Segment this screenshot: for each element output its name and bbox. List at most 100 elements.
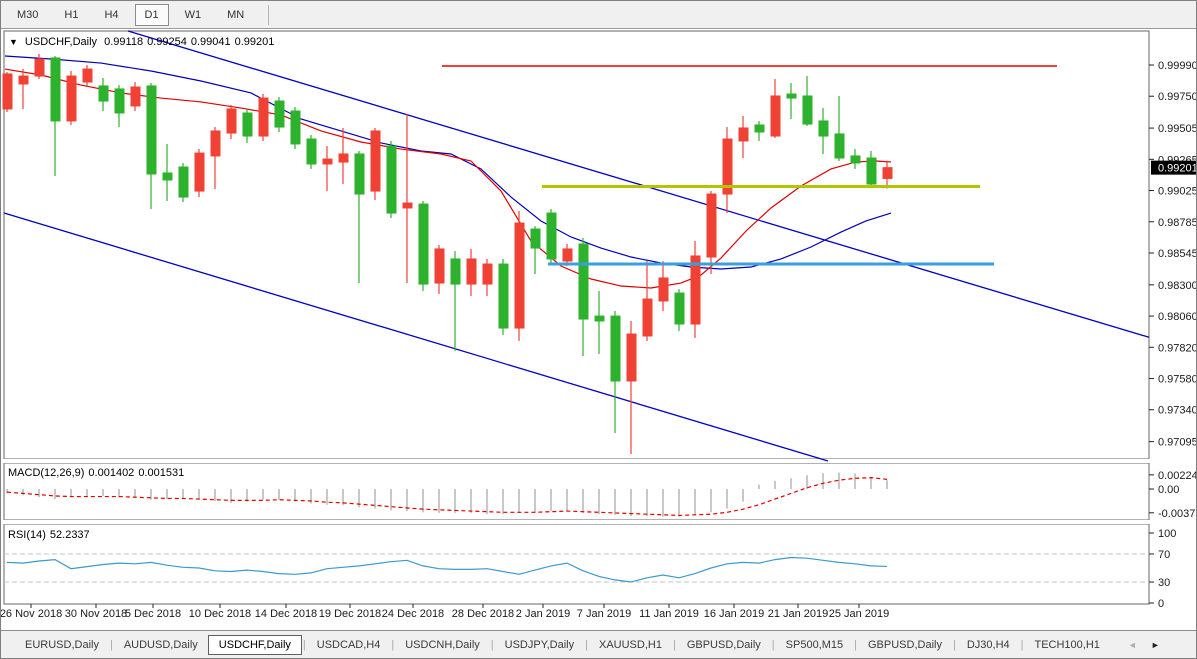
trendline-lower[interactable] [3,212,829,462]
tab-usdjpy-daily[interactable]: USDJPY,Daily [504,638,575,651]
candle-body [434,248,445,284]
candle-body [50,57,61,122]
panel-frame-2 [3,523,1150,605]
date-axis-label: 16 Jan 2019 [704,608,765,620]
tab-scroll-right-icon[interactable]: ► [1150,639,1160,650]
price-axis-label: 0.97340 [1158,405,1197,417]
tab-separator: | [854,638,857,651]
tab-audusd-daily[interactable]: AUDUSD,Daily [123,638,198,651]
timeframe-button-W1[interactable]: W1 [184,8,202,21]
candle-body [578,243,589,320]
date-axis-label: 26 Nov 2018 [1,608,62,620]
panel-separator[interactable] [1,459,1197,463]
ohlc-high: 0.99254 [147,36,187,48]
rsi-axis-label: 70 [1158,549,1170,561]
price-axis-label: 0.98060 [1158,311,1197,323]
ohlc-close: 0.99201 [234,36,275,48]
price-axis-label: 0.99750 [1158,91,1197,103]
rsi-axis-label: 30 [1158,577,1170,589]
candle-body [626,333,637,382]
tab-separator: | [109,638,113,651]
ohlc-low: 0.99041 [190,36,231,48]
candle-body [770,95,781,137]
date-axis-label: 11 Jan 2019 [639,608,699,620]
candle-body [786,93,797,99]
tab-sp500-m15[interactable]: SP500,M15 [785,638,844,651]
rsi-axis-label: 100 [1158,528,1176,540]
price-axis-label: 0.98545 [1158,248,1197,260]
candle-body [386,145,397,214]
current-price-tag [1151,160,1196,175]
tab-usdchf-daily[interactable]: USDCHF,Daily [207,634,302,655]
candle-body [338,153,349,163]
price-axis-label: 0.98785 [1158,217,1197,229]
candle-body [370,130,381,192]
candle-body [18,75,29,85]
candle-body [834,133,845,159]
candle-body [802,95,813,125]
price-axis-label: 0.97820 [1158,342,1197,354]
toolbar-separator [268,4,270,25]
tab-scroll-left-icon[interactable]: ◄ [1127,639,1137,650]
timeframe-button-D1[interactable]: D1 [134,3,169,26]
symbol-label: USDCHF,Daily [24,36,98,48]
candle-body [594,315,605,322]
current-price-label: 0.99201 [1158,163,1197,175]
candle-body [738,127,749,142]
symbol-dropdown-icon[interactable]: ▼ [9,37,18,47]
date-axis-label: 25 Jan 2019 [829,608,890,620]
timeframe-button-M30[interactable]: M30 [17,8,39,21]
candle-body [130,86,141,107]
panel-frame-0 [3,30,1150,460]
tab-separator: | [391,638,395,651]
tab-separator: | [302,638,306,651]
candle-body [882,167,893,179]
rsi-indicator-name: RSI(14) [8,529,46,541]
date-axis-label: 2 Jan 2019 [516,608,570,620]
panel-separator[interactable] [1,520,1197,524]
price-axis-label: 0.97580 [1158,374,1197,386]
candle-body [450,258,461,285]
date-axis-label: 10 Dec 2018 [189,608,251,620]
price-axis-label: 0.99025 [1158,186,1197,198]
tab-eurusd-daily[interactable]: EURUSD,Daily [25,638,99,651]
tab-usdcad-h4[interactable]: USDCAD,H4 [316,638,381,651]
candle-body [546,212,557,260]
date-axis-label: 5 Dec 2018 [125,608,181,620]
candle-body [466,258,477,285]
date-axis-label: 24 Dec 2018 [382,608,444,620]
timeframe-button-H1[interactable]: H1 [64,8,79,21]
candle-body [290,110,301,145]
candle-body [866,157,877,185]
tab-separator: | [771,638,775,651]
chart-title: ▼ USDCHF,Daily 0.99118 0.99254 0.99041 0.992… [9,36,278,48]
candle-body [498,263,509,329]
date-axis-label: 19 Dec 2018 [319,608,381,620]
candle-body [66,75,77,122]
candle-body [210,130,221,157]
date-axis-label: 30 Nov 2018 [65,608,127,620]
timeframe-button-MN[interactable]: MN [227,8,245,21]
macd-axis-label: 0.002247 [1158,470,1197,482]
macd-title: MACD(12,26,9) 0.001402 0.001531 [8,467,188,479]
candle-body [162,172,173,181]
candle-body [274,100,285,128]
tab-gbpusd-daily[interactable]: GBPUSD,Daily [686,638,761,651]
rsi-value: 52.2337 [49,529,90,541]
tab-gbpusd-daily[interactable]: GBPUSD,Daily [868,638,942,651]
tab-tech100-h1[interactable]: TECH100,H1 [1034,638,1100,651]
macd-signal-line [6,477,888,517]
price-axis-label: 0.98300 [1158,280,1197,292]
rsi-line [6,556,888,583]
tab-separator: | [952,638,956,651]
tab-usdcnh-daily[interactable]: USDCNH,Daily [405,638,480,651]
tab-scroll-arrows: ◄ ► [1128,640,1160,650]
candle-body [34,58,45,77]
tab-xauusd-h1[interactable]: XAUUSD,H1 [599,638,662,651]
timeframe-button-H4[interactable]: H4 [104,8,119,21]
candle-body [722,138,733,195]
trendline-upper[interactable] [127,30,1150,338]
tab-dj30-h4[interactable]: DJ30,H4 [966,638,1010,651]
